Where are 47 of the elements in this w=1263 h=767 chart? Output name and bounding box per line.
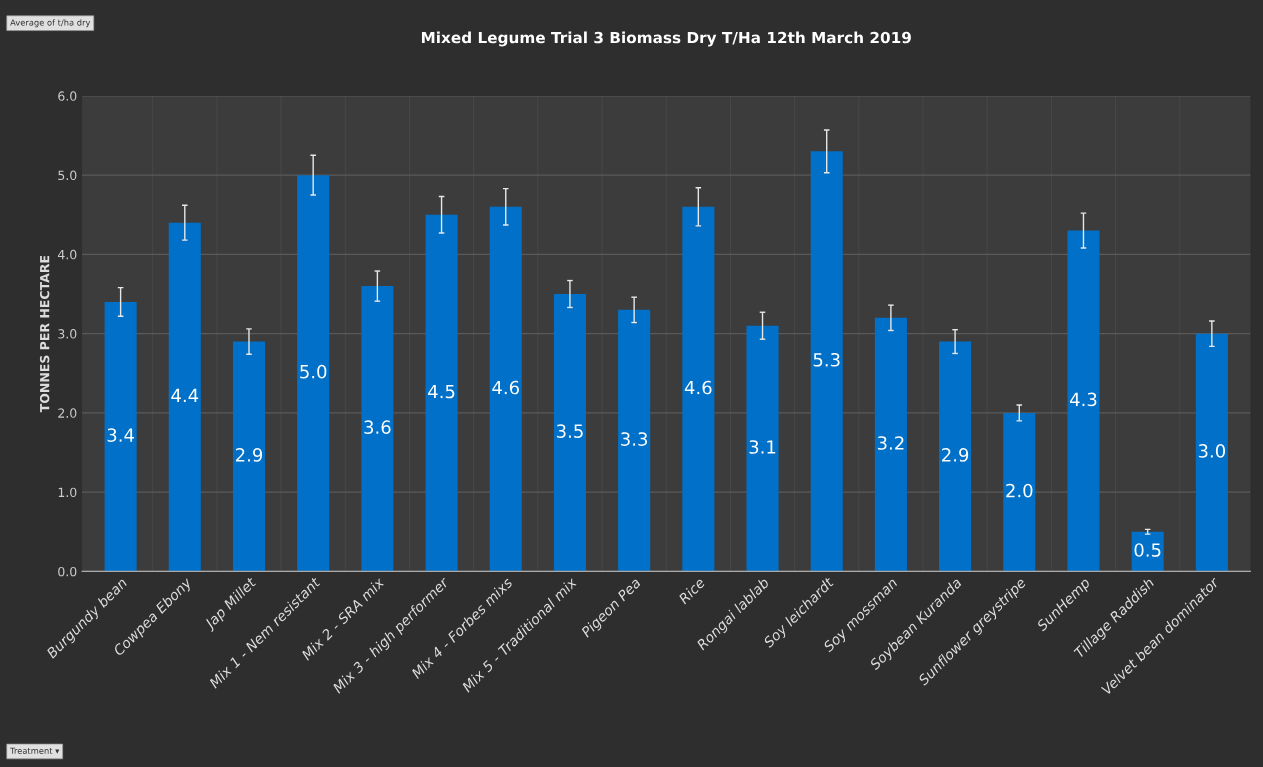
data-label: 4.3 [1070, 392, 1097, 407]
bar [1067, 230, 1100, 572]
y-tick-label: 1.0 [58, 487, 77, 498]
bar [553, 294, 586, 572]
bar [682, 206, 715, 572]
data-label: 2.0 [1006, 483, 1033, 498]
data-label: 4.4 [171, 388, 199, 403]
bar [1003, 412, 1036, 572]
bar [297, 175, 330, 572]
bar [746, 325, 779, 572]
data-label: 3.4 [107, 428, 134, 442]
bar [1131, 531, 1164, 572]
bar [489, 206, 522, 572]
bar [361, 286, 394, 572]
data-label: 3.6 [364, 420, 391, 434]
y-tick-label: 2.0 [58, 408, 77, 418]
data-label: 3.2 [877, 436, 904, 450]
bar [104, 301, 137, 572]
bar [939, 341, 972, 572]
y-tick-label: 0.0 [58, 566, 77, 577]
data-label: 3.0 [1198, 444, 1226, 458]
data-label: 4.6 [684, 380, 712, 395]
bar [618, 309, 651, 572]
chart-title: Mixed Legume Trial 3 Biomass Dry T/Ha 12th March 2019 [421, 31, 911, 47]
data-label: 2.9 [942, 448, 969, 462]
y-tick-label: 5.0 [58, 170, 77, 181]
bar [874, 317, 907, 572]
data-label: 4.5 [428, 384, 455, 399]
data-label: 4.6 [492, 380, 519, 395]
data-label: 5.0 [300, 364, 327, 379]
text: Treatment ▾ [10, 747, 60, 754]
y-axis-title: TONNES PER HECTARE [39, 255, 50, 413]
y-tick-label: 6.0 [58, 91, 77, 101]
y-tick-label: 3.0 [58, 329, 77, 339]
bar [168, 222, 201, 572]
data-label: 3.1 [749, 440, 776, 454]
bar [810, 151, 843, 572]
bar [232, 341, 266, 572]
text: Average of t/ha dry [10, 19, 91, 28]
data-label: 0.5 [1134, 543, 1161, 557]
data-label: 2.9 [235, 448, 263, 462]
bar [425, 214, 458, 572]
data-label: 3.5 [556, 424, 583, 438]
data-label: 3.3 [621, 432, 648, 446]
data-label: 5.3 [813, 352, 840, 367]
bar [1195, 333, 1228, 572]
y-tick-label: 4.0 [57, 249, 77, 260]
